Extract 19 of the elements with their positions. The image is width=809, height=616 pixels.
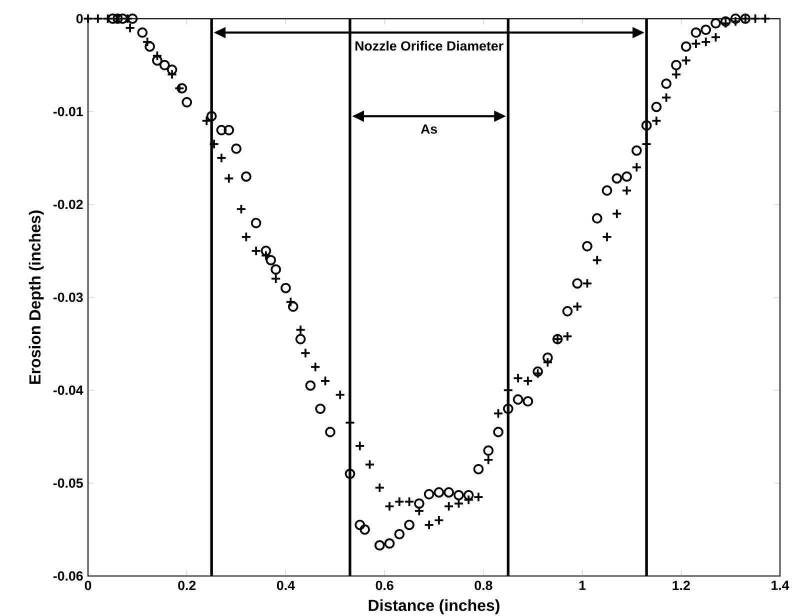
y-tick-label: -0.01 [53, 106, 83, 116]
annotation: Nozzle Orifice Diameter [355, 40, 504, 51]
annotation: As [420, 124, 438, 134]
y-tick-label: 0 [76, 14, 83, 24]
x-tick-label: 0.2 [178, 580, 196, 590]
y-tick-label: -0.04 [53, 385, 84, 395]
y-tick-label: -0.06 [53, 571, 83, 581]
x-tick-label: 0.6 [376, 580, 394, 590]
x-tick-label: 1.4 [772, 580, 790, 590]
y-tick-label: -0.03 [53, 292, 83, 302]
y-axis-title: Erosion Depth (inches) [28, 210, 44, 384]
x-axis-title: Distance (inches) [368, 599, 500, 614]
x-tick-label: 0.4 [276, 580, 295, 590]
x-tick-label: 1 [579, 580, 586, 590]
x-tick-label: 0 [84, 580, 92, 590]
x-tick-label: 0.8 [474, 580, 492, 590]
y-tick-label: -0.05 [53, 478, 83, 488]
x-tick-label: 1.2 [672, 580, 690, 590]
y-tick-label: -0.02 [53, 200, 83, 210]
